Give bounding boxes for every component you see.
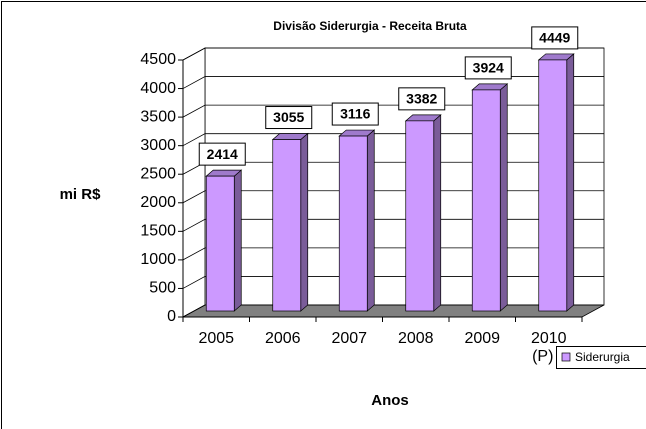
bar bbox=[205, 169, 243, 312]
bar-side bbox=[433, 114, 442, 312]
value-label: 3924 bbox=[473, 60, 504, 76]
side-wall bbox=[182, 47, 206, 318]
x-tick-label: 2007 bbox=[331, 330, 367, 347]
bar-front bbox=[471, 89, 501, 312]
grid-line bbox=[182, 104, 604, 118]
value-label: 3055 bbox=[273, 109, 304, 125]
y-tick-label: 1500 bbox=[140, 223, 176, 240]
value-label: 2414 bbox=[207, 146, 238, 162]
value-label-box bbox=[198, 142, 246, 166]
value-label-box bbox=[531, 26, 579, 50]
y-tick-label: 2000 bbox=[140, 194, 176, 211]
value-label-box bbox=[331, 102, 379, 126]
y-tick-label: 2500 bbox=[140, 165, 176, 182]
bar-side bbox=[300, 132, 309, 312]
x-tick-label: 2009 bbox=[464, 330, 500, 347]
y-tick-label: 4500 bbox=[140, 51, 176, 68]
x-tick-label: 2006 bbox=[265, 330, 301, 347]
x-tick-label: 2005 bbox=[198, 330, 234, 347]
value-label: 3382 bbox=[406, 91, 437, 107]
value-label: 3116 bbox=[340, 106, 371, 122]
value-label-box bbox=[265, 106, 313, 130]
value-label-box bbox=[398, 87, 446, 111]
bar-front bbox=[272, 139, 302, 312]
value-label: 4449 bbox=[539, 30, 570, 46]
bar bbox=[404, 114, 442, 312]
grid-line bbox=[182, 133, 604, 147]
bar-front bbox=[338, 135, 368, 312]
y-tick-label: 500 bbox=[149, 280, 176, 297]
bar-side bbox=[499, 83, 508, 312]
bar bbox=[537, 53, 575, 312]
bar-side bbox=[566, 53, 575, 312]
chart-title: Divisão Siderurgia - Receita Bruta bbox=[273, 19, 467, 33]
y-tick-label: 1000 bbox=[140, 251, 176, 268]
bar bbox=[338, 129, 376, 312]
y-tick-label: 4000 bbox=[140, 80, 176, 97]
grid-line bbox=[182, 247, 604, 261]
bar-front bbox=[405, 120, 435, 312]
grid-line bbox=[182, 304, 604, 318]
legend-label: Siderurgia bbox=[575, 350, 630, 364]
grid-line bbox=[182, 218, 604, 232]
x-tick-label: 2010 (P) bbox=[531, 330, 567, 365]
legend-swatch bbox=[561, 352, 571, 362]
bar-front bbox=[538, 59, 568, 312]
y-axis-label: mi R$ bbox=[60, 186, 102, 203]
grid-line bbox=[182, 190, 604, 204]
y-tick-label: 3500 bbox=[140, 108, 176, 125]
y-tick-label: 3000 bbox=[140, 137, 176, 154]
grid-line bbox=[182, 276, 604, 289]
bar bbox=[271, 132, 309, 312]
grid-line bbox=[182, 47, 604, 61]
x-tick-label: 2008 bbox=[398, 330, 434, 347]
value-label-box bbox=[464, 56, 512, 80]
bar-front bbox=[205, 175, 235, 312]
y-tick-label: 0 bbox=[167, 308, 176, 325]
bar bbox=[471, 83, 509, 312]
bar-side bbox=[366, 129, 375, 312]
legend-box bbox=[556, 346, 646, 369]
x-axis-label: Anos bbox=[371, 392, 409, 409]
bar-side bbox=[233, 169, 242, 312]
